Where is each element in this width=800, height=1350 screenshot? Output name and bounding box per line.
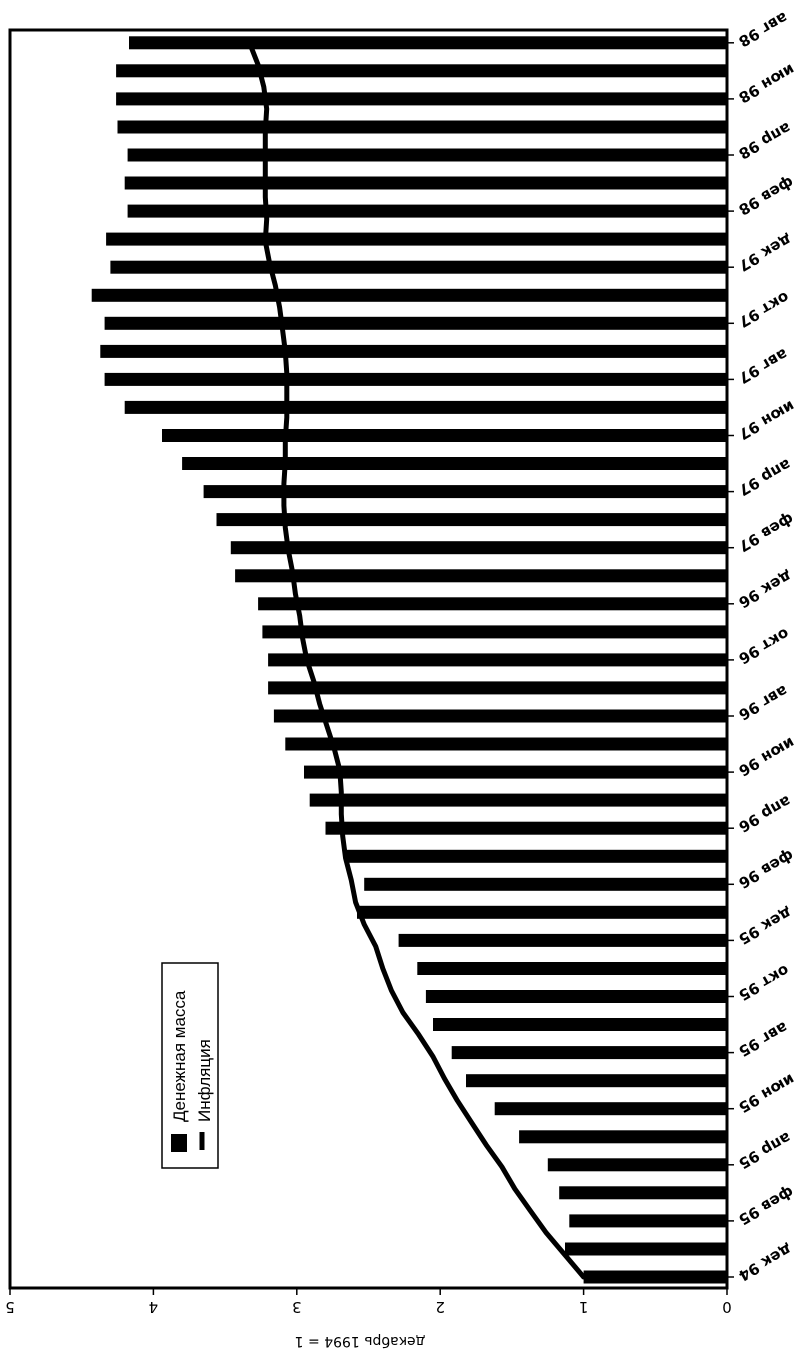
category-tick-label: дек 97 xyxy=(736,230,796,275)
bar-money-supply xyxy=(106,232,728,246)
category-tick-label: фев 96 xyxy=(736,846,798,892)
bar-money-supply xyxy=(182,457,728,470)
bar-money-supply xyxy=(104,372,728,386)
value-axis-title: декабрь 1994 = 1 xyxy=(295,1333,426,1349)
bar-money-supply xyxy=(565,1242,727,1256)
category-tick-label: фев 97 xyxy=(736,510,798,556)
bar-money-supply xyxy=(116,64,728,78)
bar-money-supply xyxy=(124,176,727,190)
bar-money-supply xyxy=(433,1018,727,1031)
category-tick-label: авг 97 xyxy=(736,345,791,387)
bar-money-supply xyxy=(127,204,728,218)
category-tick-label: апр 97 xyxy=(736,455,795,499)
bar-money-supply xyxy=(262,625,727,639)
legend-label-money: Денежная масса xyxy=(170,990,189,1122)
legend-label-inflation: Инфляция xyxy=(195,1039,214,1122)
bar-money-supply xyxy=(235,569,727,583)
bar-money-supply xyxy=(268,653,727,667)
bar-money-supply xyxy=(519,1130,727,1144)
bar-money-supply xyxy=(451,1046,727,1060)
value-tick-label: 4 xyxy=(149,1298,159,1316)
value-axis-ticks: 0 1 2 3 4 5 xyxy=(5,1288,732,1316)
bar-money-supply xyxy=(117,120,727,134)
category-tick-label: авг 98 xyxy=(736,8,791,50)
bar-money-supply xyxy=(124,400,727,414)
bar-money-supply xyxy=(559,1186,727,1200)
category-tick-label: окт 96 xyxy=(736,624,793,667)
value-tick-label: 1 xyxy=(579,1298,589,1316)
category-tick-label: апр 95 xyxy=(736,1128,795,1172)
category-tick-label: дек 96 xyxy=(736,567,796,612)
bar-money-supply xyxy=(129,36,727,50)
bar-money-supply xyxy=(273,709,727,723)
bar-money-supply xyxy=(364,877,727,891)
bar-money-supply xyxy=(357,905,727,919)
bar-money-supply xyxy=(203,485,728,499)
bar-money-supply xyxy=(417,962,727,975)
category-tick-label: окт 95 xyxy=(736,961,793,1004)
bar-money-supply xyxy=(494,1102,727,1116)
bar-money-supply xyxy=(569,1214,727,1228)
value-tick-label: 3 xyxy=(292,1298,302,1316)
bar-money-supply xyxy=(304,765,727,779)
legend-box xyxy=(161,962,219,1169)
category-tick-label: июн 96 xyxy=(736,734,798,780)
category-axis-ticks: дек 94 фев 95 апр 95 июн 95 авг 95 окт 95 дек … xyxy=(727,8,798,1285)
category-tick-label: июн 95 xyxy=(736,1070,798,1116)
category-tick-label: дек 94 xyxy=(736,1240,796,1285)
category-tick-label: апр 98 xyxy=(736,119,795,163)
bar-money-supply xyxy=(110,260,727,274)
bar-money-supply xyxy=(100,344,728,358)
bar-money-supply xyxy=(104,316,728,330)
category-tick-label: июн 97 xyxy=(736,397,798,443)
inflation-line xyxy=(247,40,587,1280)
category-tick-label: дек 95 xyxy=(736,903,796,948)
bar-money-supply xyxy=(216,513,727,527)
value-tick-label: 2 xyxy=(435,1298,445,1316)
category-tick-label: авг 96 xyxy=(736,681,791,723)
bar-money-supply xyxy=(425,990,727,1003)
bar-money-supply xyxy=(466,1074,727,1088)
bar-money-supply xyxy=(162,429,727,442)
bar-money-supply xyxy=(285,737,727,751)
category-tick-label: авг 95 xyxy=(736,1018,791,1060)
bars-group xyxy=(91,36,728,1284)
category-tick-label: фев 95 xyxy=(736,1183,798,1229)
bar-money-supply xyxy=(398,933,727,947)
bar-money-supply xyxy=(309,793,727,807)
category-tick-label: июн 98 xyxy=(736,60,798,106)
bar-money-supply xyxy=(347,849,727,863)
bar-money-supply xyxy=(268,681,727,695)
bar-money-supply xyxy=(258,597,727,611)
bar-money-supply xyxy=(547,1158,728,1172)
bar-money-supply xyxy=(230,541,728,555)
bar-money-supply xyxy=(127,148,728,162)
legend-swatch-money xyxy=(171,1134,187,1152)
bar-money-supply xyxy=(91,288,727,302)
bar-money-supply xyxy=(116,92,728,106)
bar-money-supply xyxy=(583,1270,727,1284)
category-tick-label: апр 96 xyxy=(736,792,795,836)
category-tick-label: окт 97 xyxy=(736,288,793,331)
category-tick-label: фев 98 xyxy=(736,173,798,219)
legend: Денежная масса Инфляция xyxy=(161,962,219,1169)
value-tick-label: 5 xyxy=(5,1298,15,1316)
bar-money-supply xyxy=(325,821,727,835)
value-tick-label: 0 xyxy=(722,1298,732,1316)
